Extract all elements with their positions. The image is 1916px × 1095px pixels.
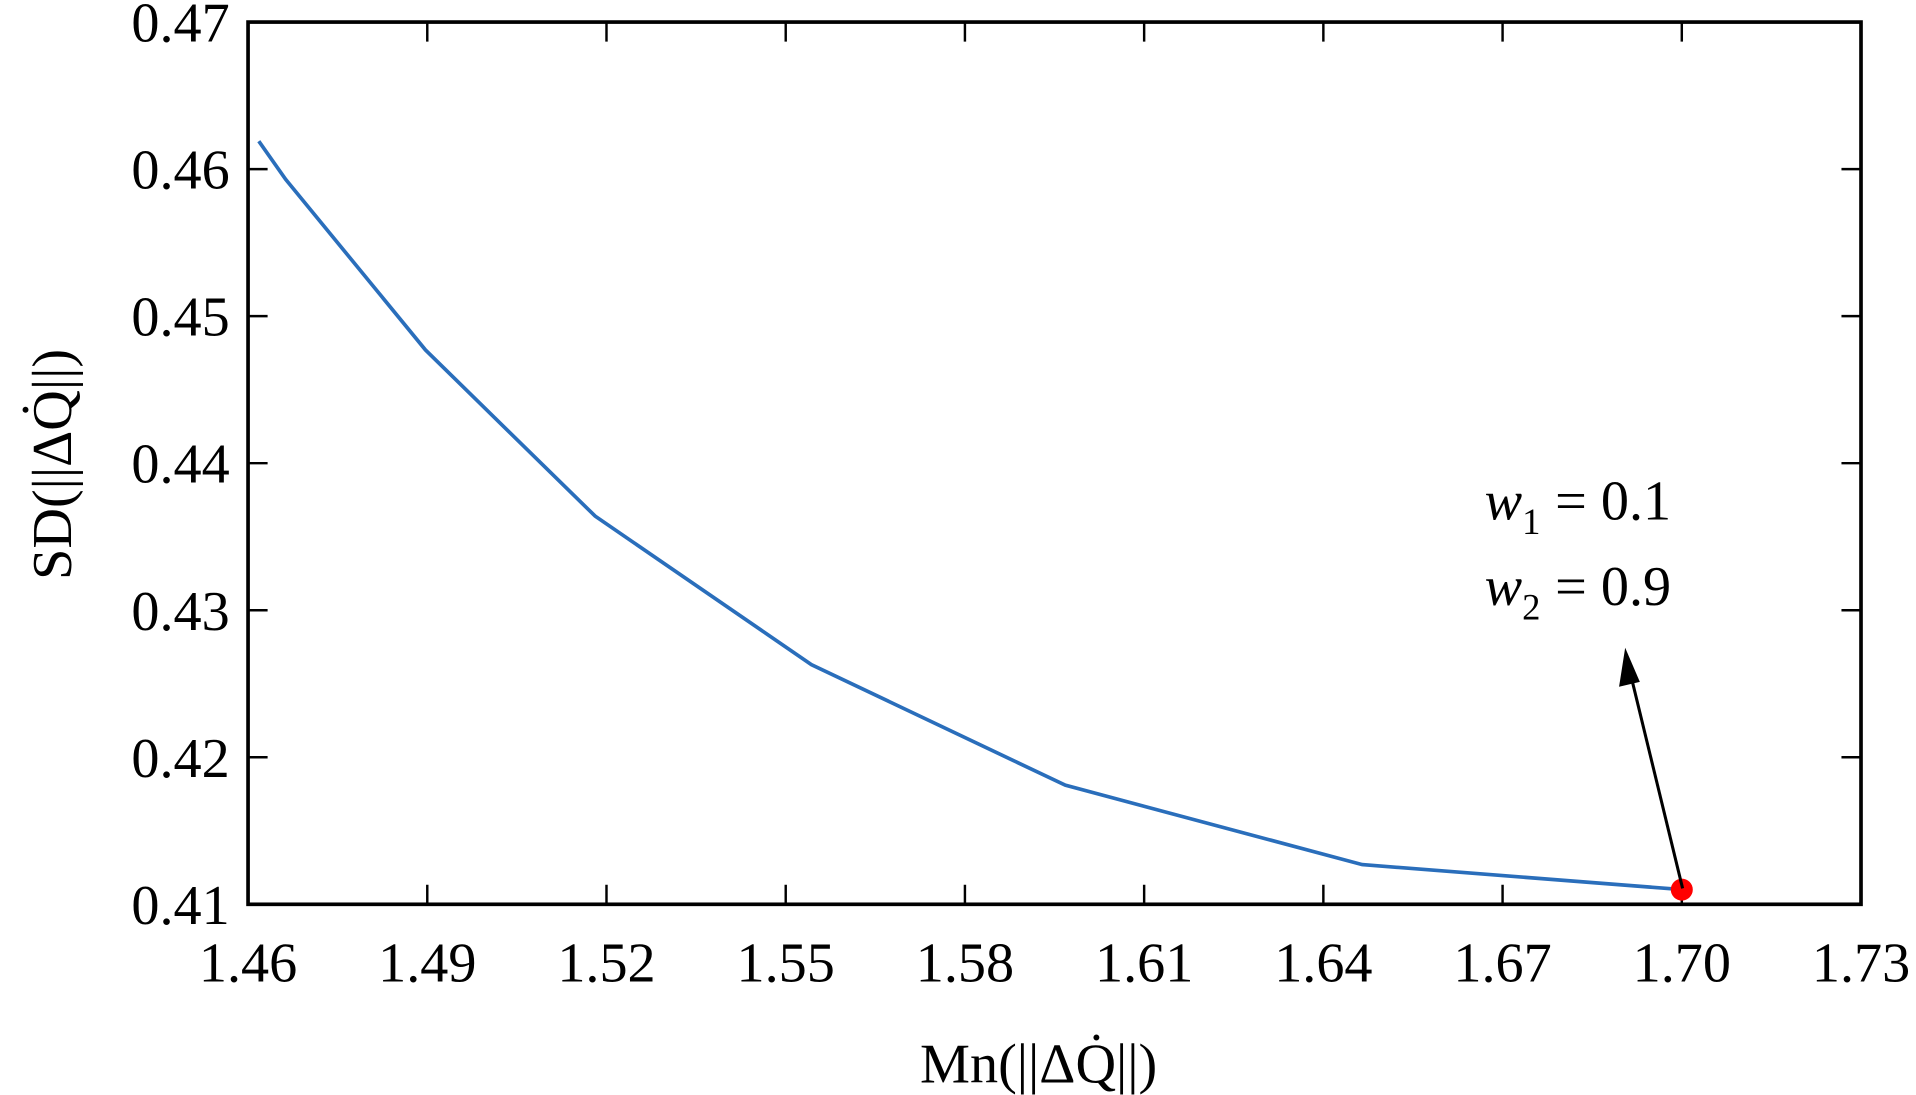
x-tick-label: 1.70 (1633, 932, 1731, 994)
x-tick-label: 1.58 (916, 932, 1014, 994)
annotation-w1: w1 = 0.1 (1485, 470, 1671, 542)
highlight-point (1670, 878, 1693, 901)
plot-frame (246, 20, 1863, 907)
y-tick-labels: 0.41 0.42 0.43 0.44 0.45 0.46 0.47 (131, 0, 229, 937)
y-axis-label: SD(||ΔQ̇||) (21, 349, 84, 580)
x-tick-label: 1.67 (1453, 932, 1551, 994)
annotation-arrow (1628, 671, 1685, 889)
y-tick-label: 0.47 (131, 0, 229, 55)
x-tick-label: 1.49 (378, 932, 476, 994)
series-line (257, 140, 1682, 892)
y-tick-label: 0.46 (131, 140, 229, 202)
x-tick-label: 1.55 (737, 932, 835, 994)
y-tick-label: 0.41 (131, 875, 229, 937)
y-tick-label: 0.43 (131, 581, 229, 643)
x-tick-label: 1.64 (1274, 932, 1372, 994)
y-tick-label: 0.45 (131, 287, 229, 349)
x-tick-label: 1.61 (1095, 932, 1193, 994)
x-axis-label: Mn(||ΔQ̇||) (920, 1033, 1157, 1095)
ticks (246, 20, 1863, 906)
annotation-w2: w2 = 0.9 (1485, 556, 1671, 628)
x-tick-label: 1.46 (199, 932, 297, 994)
annotation-arrowhead (1619, 647, 1640, 687)
x-tick-label: 1.52 (557, 932, 655, 994)
y-tick-label: 0.42 (131, 728, 229, 790)
x-tick-label: 1.73 (1812, 932, 1910, 994)
y-tick-label: 0.44 (131, 434, 229, 496)
x-tick-labels: 1.46 1.49 1.52 1.55 1.58 1.61 1.64 1.67 1.70 1.73 (199, 932, 1910, 994)
